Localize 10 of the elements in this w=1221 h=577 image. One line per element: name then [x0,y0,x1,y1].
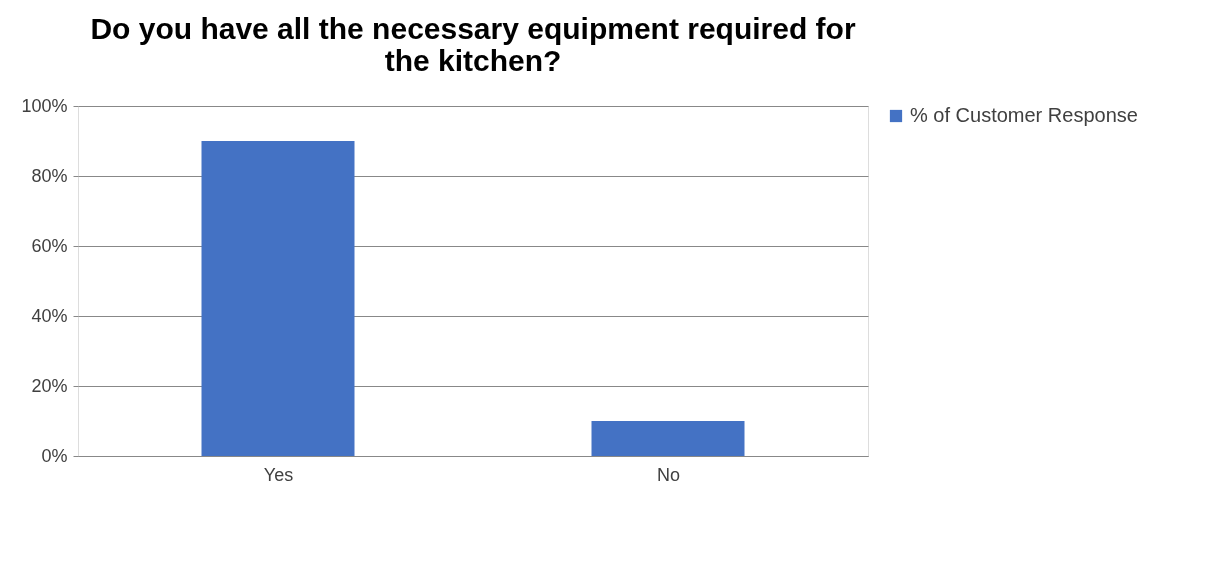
x-tick-label: Yes [263,464,294,485]
chart-title: Do you have all the necessary equipment required for the kitchen? [90,12,856,77]
y-tick-label: 0% [41,445,68,466]
legend-label: % of Customer Response [910,104,1138,126]
y-tick-label: 20% [31,375,68,396]
y-tick-label: 80% [31,165,68,186]
y-tick-label: 40% [31,305,68,326]
x-tick-label: No [656,464,681,485]
y-tick-label: 60% [31,235,68,256]
y-tick-label: 100% [21,95,68,116]
